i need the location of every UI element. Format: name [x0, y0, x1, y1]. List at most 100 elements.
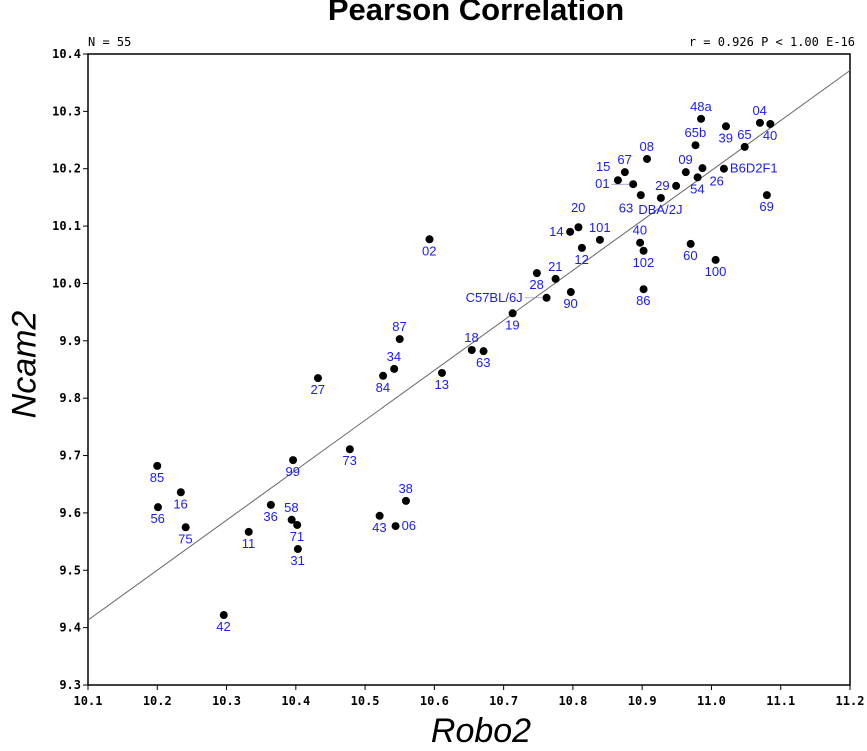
point-label: 60 — [683, 248, 697, 263]
y-tick-label: 9.6 — [59, 506, 81, 520]
point-label: 14 — [549, 224, 563, 239]
point-label: 101 — [589, 220, 611, 235]
y-tick-label: 10.0 — [52, 276, 81, 290]
data-point — [401, 496, 410, 505]
point-label: 100 — [705, 264, 727, 279]
data-point — [542, 293, 551, 302]
point-label: DBA/2J — [638, 202, 682, 217]
point-label: 69 — [759, 199, 773, 214]
point-label: 28 — [529, 277, 543, 292]
data-point — [153, 503, 162, 512]
data-point — [636, 238, 645, 247]
point-label: 73 — [342, 453, 356, 468]
data-point — [566, 288, 575, 297]
point-label: 04 — [752, 103, 766, 118]
x-tick-label: 10.1 — [74, 694, 103, 708]
plot-frame — [87, 53, 851, 686]
data-point — [613, 176, 622, 185]
data-point — [287, 515, 296, 524]
data-point — [639, 246, 648, 255]
point-label: 34 — [387, 349, 401, 364]
point-label: 39 — [719, 130, 733, 145]
data-point — [181, 523, 190, 532]
point-label: B6D2F1 — [730, 161, 778, 176]
data-point — [643, 154, 652, 163]
data-point — [219, 611, 228, 620]
data-point — [681, 168, 690, 177]
x-tick-label: 10.6 — [420, 694, 449, 708]
data-point — [686, 239, 695, 248]
data-point — [693, 173, 702, 182]
point-label: 48a — [690, 99, 712, 114]
point-label: 40 — [763, 128, 777, 143]
data-point — [574, 223, 583, 232]
data-point — [722, 122, 731, 131]
data-point — [697, 114, 706, 123]
data-point — [595, 235, 604, 244]
point-label: 65b — [685, 125, 707, 140]
y-tick-label: 9.5 — [59, 563, 81, 577]
chart-title: Pearson Correlation — [327, 0, 625, 27]
data-point — [740, 142, 749, 151]
point-label: C57BL/6J — [466, 290, 523, 305]
point-label: 29 — [655, 178, 669, 193]
data-point — [620, 168, 629, 177]
x-tick-label: 10.8 — [558, 694, 587, 708]
x-tick-label: 10.7 — [489, 694, 518, 708]
point-label: 87 — [392, 319, 406, 334]
point-label: 26 — [709, 174, 723, 189]
point-label: 19 — [505, 317, 519, 332]
y-tick-label: 10.2 — [52, 162, 81, 176]
point-label: 27 — [310, 382, 324, 397]
point-label: 43 — [372, 520, 386, 535]
y-tick-label: 9.7 — [59, 449, 81, 463]
point-label: 12 — [574, 252, 588, 267]
data-point — [153, 461, 162, 470]
data-point — [266, 500, 275, 509]
data-point — [425, 235, 434, 244]
data-point — [636, 191, 645, 200]
point-label: 90 — [563, 296, 577, 311]
data-point — [244, 527, 253, 536]
data-point — [289, 456, 298, 465]
data-point — [719, 164, 728, 173]
point-label: 65 — [737, 127, 751, 142]
x-tick-label: 10.3 — [212, 694, 241, 708]
data-point — [766, 119, 775, 128]
data-point — [375, 511, 384, 520]
point-label: 21 — [548, 259, 562, 274]
data-point — [755, 118, 764, 127]
point-label: 56 — [150, 511, 164, 526]
point-label: 75 — [178, 531, 192, 546]
point-label: 42 — [216, 619, 230, 634]
point-label: 08 — [640, 139, 654, 154]
x-tick-label: 11.0 — [697, 694, 726, 708]
y-axis-label: Ncam2 — [5, 310, 44, 419]
point-label: 06 — [402, 518, 416, 533]
data-point — [379, 371, 388, 380]
x-tick-label: 10.2 — [143, 694, 172, 708]
data-point — [629, 180, 638, 189]
x-tick-label: 10.9 — [628, 694, 657, 708]
y-tick-label: 9.4 — [59, 621, 81, 635]
point-label: 16 — [173, 496, 187, 511]
data-point — [508, 309, 517, 318]
data-point — [532, 269, 541, 278]
x-tick-label: 10.5 — [351, 694, 380, 708]
data-point — [391, 522, 400, 531]
sample-size-label: N = 55 — [88, 35, 132, 49]
point-label: 31 — [290, 553, 304, 568]
data-point — [639, 285, 648, 294]
data-point — [691, 141, 700, 150]
data-point — [762, 191, 771, 200]
point-label: 58 — [284, 500, 298, 515]
data-point — [345, 445, 354, 454]
point-label: 36 — [263, 509, 277, 524]
data-point — [551, 274, 560, 283]
data-point — [437, 368, 446, 377]
y-tick-label: 10.1 — [52, 219, 81, 233]
y-tick-label: 10.3 — [52, 104, 81, 118]
data-point — [176, 488, 185, 497]
y-tick-label: 10.4 — [52, 47, 81, 61]
